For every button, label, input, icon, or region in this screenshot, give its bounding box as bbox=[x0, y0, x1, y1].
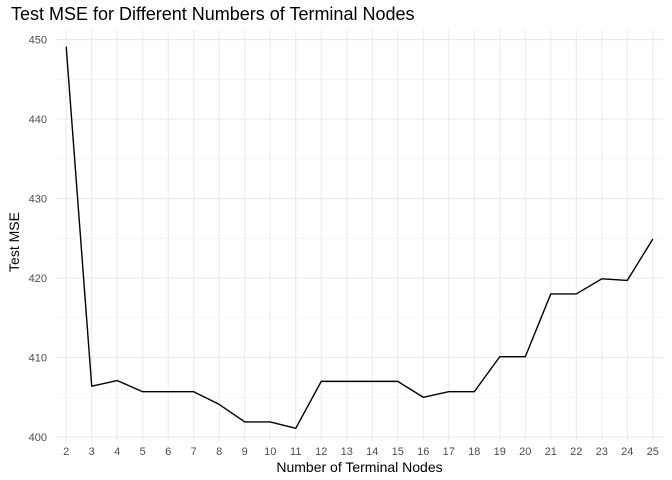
y-tick-label: 440 bbox=[29, 114, 47, 126]
x-tick-label: 24 bbox=[621, 446, 633, 458]
series-layer bbox=[65, 46, 654, 429]
x-tick-label: 7 bbox=[191, 446, 197, 458]
x-tick-label: 14 bbox=[366, 446, 378, 458]
y-tick-label: 400 bbox=[29, 432, 47, 444]
chart-title: Test MSE for Different Numbers of Termin… bbox=[11, 4, 415, 24]
y-tick-label: 450 bbox=[29, 35, 47, 47]
x-tick-label: 19 bbox=[494, 446, 506, 458]
y-axis-title: Test MSE bbox=[6, 212, 22, 272]
minor-gridlines bbox=[56, 78, 663, 398]
x-tick-label: 15 bbox=[392, 446, 404, 458]
x-tick-label: 12 bbox=[315, 446, 327, 458]
x-tick-label: 25 bbox=[647, 446, 659, 458]
major-gridlines bbox=[56, 30, 663, 441]
y-axis-tick-labels: 400 410 420 430 440 450 bbox=[29, 35, 47, 444]
x-tick-label: 11 bbox=[290, 446, 301, 458]
x-tick-label: 17 bbox=[443, 446, 455, 458]
x-tick-label: 13 bbox=[341, 446, 353, 458]
series-line bbox=[65, 46, 654, 429]
x-tick-label: 9 bbox=[242, 446, 248, 458]
x-tick-label: 4 bbox=[114, 446, 120, 458]
y-tick-label: 430 bbox=[29, 194, 47, 206]
x-tick-label: 8 bbox=[216, 446, 222, 458]
x-tick-label: 5 bbox=[140, 446, 146, 458]
x-tick-label: 20 bbox=[519, 446, 531, 458]
x-tick-label: 6 bbox=[165, 446, 171, 458]
x-tick-label: 10 bbox=[264, 446, 276, 458]
x-tick-label: 2 bbox=[63, 446, 69, 458]
x-tick-label: 22 bbox=[570, 446, 582, 458]
x-tick-label: 3 bbox=[89, 446, 95, 458]
y-tick-label: 420 bbox=[29, 273, 47, 285]
x-tick-label: 21 bbox=[545, 446, 557, 458]
x-axis-tick-labels: 2 3 4 5 6 7 8 9 10 11 12 13 14 15 16 17 18 19 20 21 22 23 24 25 bbox=[63, 446, 659, 458]
y-tick-label: 410 bbox=[29, 353, 47, 365]
x-axis-title: Number of Terminal Nodes bbox=[276, 459, 442, 475]
x-tick-label: 23 bbox=[596, 446, 608, 458]
x-tick-label: 18 bbox=[468, 446, 480, 458]
x-tick-label: 16 bbox=[417, 446, 429, 458]
